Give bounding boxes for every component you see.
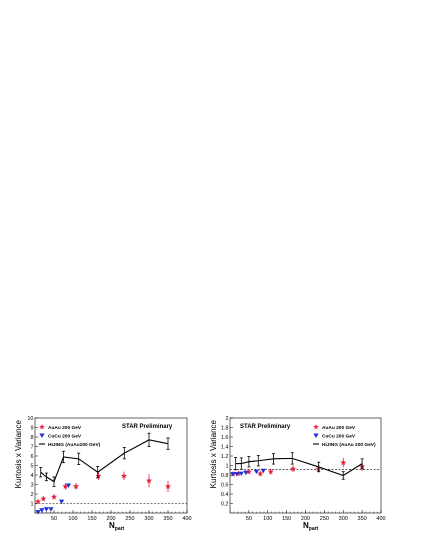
- legend-label: CuCu 200 GeV: [322, 433, 356, 439]
- y-tick-label: 8: [30, 435, 33, 441]
- cucu-triangle-point: [260, 468, 266, 474]
- legend-star-icon: [39, 424, 45, 430]
- x-axis-label-sub: part: [309, 526, 319, 532]
- x-tick-label: 300: [144, 516, 153, 522]
- series-3: [39, 432, 170, 487]
- cucu-triangle-point: [43, 507, 49, 512]
- auau-star-point: [73, 483, 80, 489]
- auau-star-point: [35, 498, 42, 505]
- legend-triangle-icon: [39, 433, 45, 438]
- y-axis-label: Kurtosis x Variance: [209, 419, 218, 488]
- series-3: [234, 452, 364, 480]
- auau-star-point: [50, 493, 58, 500]
- series-1: [35, 471, 172, 505]
- series-2: [230, 468, 266, 477]
- x-axis-label: Npart: [109, 521, 125, 532]
- auau-star-point: [62, 483, 69, 489]
- x-tick-label: 200: [301, 516, 310, 522]
- auau-star-point: [245, 468, 252, 475]
- x-tick-label: 100: [68, 516, 77, 522]
- y-tick-label: 0.2: [221, 502, 229, 508]
- auau-star-point: [145, 477, 153, 484]
- auau-star-point: [267, 468, 274, 475]
- cucu-triangle-point: [230, 472, 236, 477]
- star-preliminary-label: STAR Preliminary: [122, 424, 173, 430]
- chart-panel-1: 50 100 150 200 250 300 350 400 1 2 3 4 5 6 7 8 9 10 Npart K…: [14, 416, 192, 532]
- x-tick-label: 250: [125, 516, 134, 522]
- series-2: [35, 483, 72, 515]
- x-tick-label: 150: [282, 516, 291, 522]
- y-tick-label: 2: [30, 492, 33, 498]
- y-tick-label: 3: [30, 483, 33, 489]
- x-axis-label: Npart: [303, 521, 319, 532]
- cucu-triangle-point: [39, 508, 45, 513]
- y-tick-label: 0.6: [221, 483, 229, 489]
- plot-frame: [34, 417, 188, 514]
- y-tick-label: 5: [30, 464, 33, 470]
- y-tick-label: 6: [30, 454, 33, 460]
- x-tick-label: 50: [51, 516, 57, 522]
- cucu-triangle-point: [253, 469, 260, 475]
- auau-star-point: [40, 495, 47, 502]
- x-tick-label: 350: [163, 516, 172, 522]
- legend-label: HIJING (AuAu200 GeV): [48, 442, 101, 448]
- auau-star-point: [164, 483, 172, 489]
- star-preliminary-label: STAR Preliminary: [240, 424, 291, 430]
- x-axis-label-sub: part: [115, 526, 125, 532]
- y-tick-label: 7: [30, 445, 33, 451]
- y-tick-label: 4: [30, 473, 33, 479]
- y-tick-label: 1.4: [221, 445, 229, 451]
- legend-triangle-icon: [313, 433, 319, 438]
- auau-star-point: [257, 470, 264, 477]
- cucu-triangle-point: [238, 471, 244, 477]
- y-tick-label: 1: [30, 502, 33, 508]
- x-tick-label: 50: [246, 516, 252, 522]
- x-tick-label: 400: [376, 516, 385, 522]
- chart-panel-2: 50 100 150 200 250 300 350 400 0.2 0.4 0.6 0.8 1 1.2 1…: [209, 416, 386, 532]
- legend-label: CuCu 200 GeV: [48, 433, 82, 439]
- y-tick-label: 0.8: [221, 473, 229, 479]
- x-tick-label: 150: [87, 516, 96, 522]
- y-tick-label: 2: [225, 416, 228, 422]
- y-tick-label: 1.8: [221, 426, 229, 432]
- y-axis-label: Kurtosis x Variance: [14, 419, 23, 488]
- x-tick-label: 200: [106, 516, 115, 522]
- legend-star-icon: [313, 424, 319, 430]
- auau-star-point: [120, 472, 127, 479]
- x-tick-label: 400: [182, 516, 191, 522]
- y-tick-label: 0.4: [221, 492, 229, 498]
- cucu-triangle-point: [65, 483, 72, 488]
- x-axis-label-main: N: [303, 521, 309, 530]
- y-tick-label: 9: [30, 426, 33, 432]
- auau-star-point: [95, 472, 102, 479]
- cucu-triangle-point: [234, 472, 240, 477]
- legend: AuAu 200 GeV CuCu 200 GeV HiJING (AuAu 200…: [313, 424, 376, 448]
- cucu-triangle-point: [243, 470, 249, 476]
- cucu-triangle-point: [35, 510, 41, 515]
- x-axis-label-main: N: [109, 521, 115, 530]
- legend-label: AuAu 200 GeV: [48, 425, 82, 431]
- legend: AuAu 200 GeV CuCu 200 GeV HIJING (AuAu200 …: [39, 424, 101, 448]
- y-tick-label: 1.2: [221, 454, 229, 460]
- x-tick-label: 300: [339, 516, 348, 522]
- x-tick-label: 100: [263, 516, 272, 522]
- legend-label: AuAu 200 GeV: [322, 425, 356, 431]
- auau-star-point: [340, 459, 347, 466]
- x-tick-label: 350: [358, 516, 367, 522]
- auau-star-point: [290, 465, 297, 472]
- y-tick-label: 10: [27, 416, 33, 422]
- legend-label: HiJING (AuAu 200 GeV): [322, 442, 376, 448]
- y-tick-label: 1.6: [221, 435, 229, 441]
- cucu-triangle-point: [59, 499, 65, 505]
- cucu-triangle-point: [48, 507, 54, 512]
- x-tick-label: 250: [320, 516, 329, 522]
- y-tick-label: 1: [225, 464, 228, 470]
